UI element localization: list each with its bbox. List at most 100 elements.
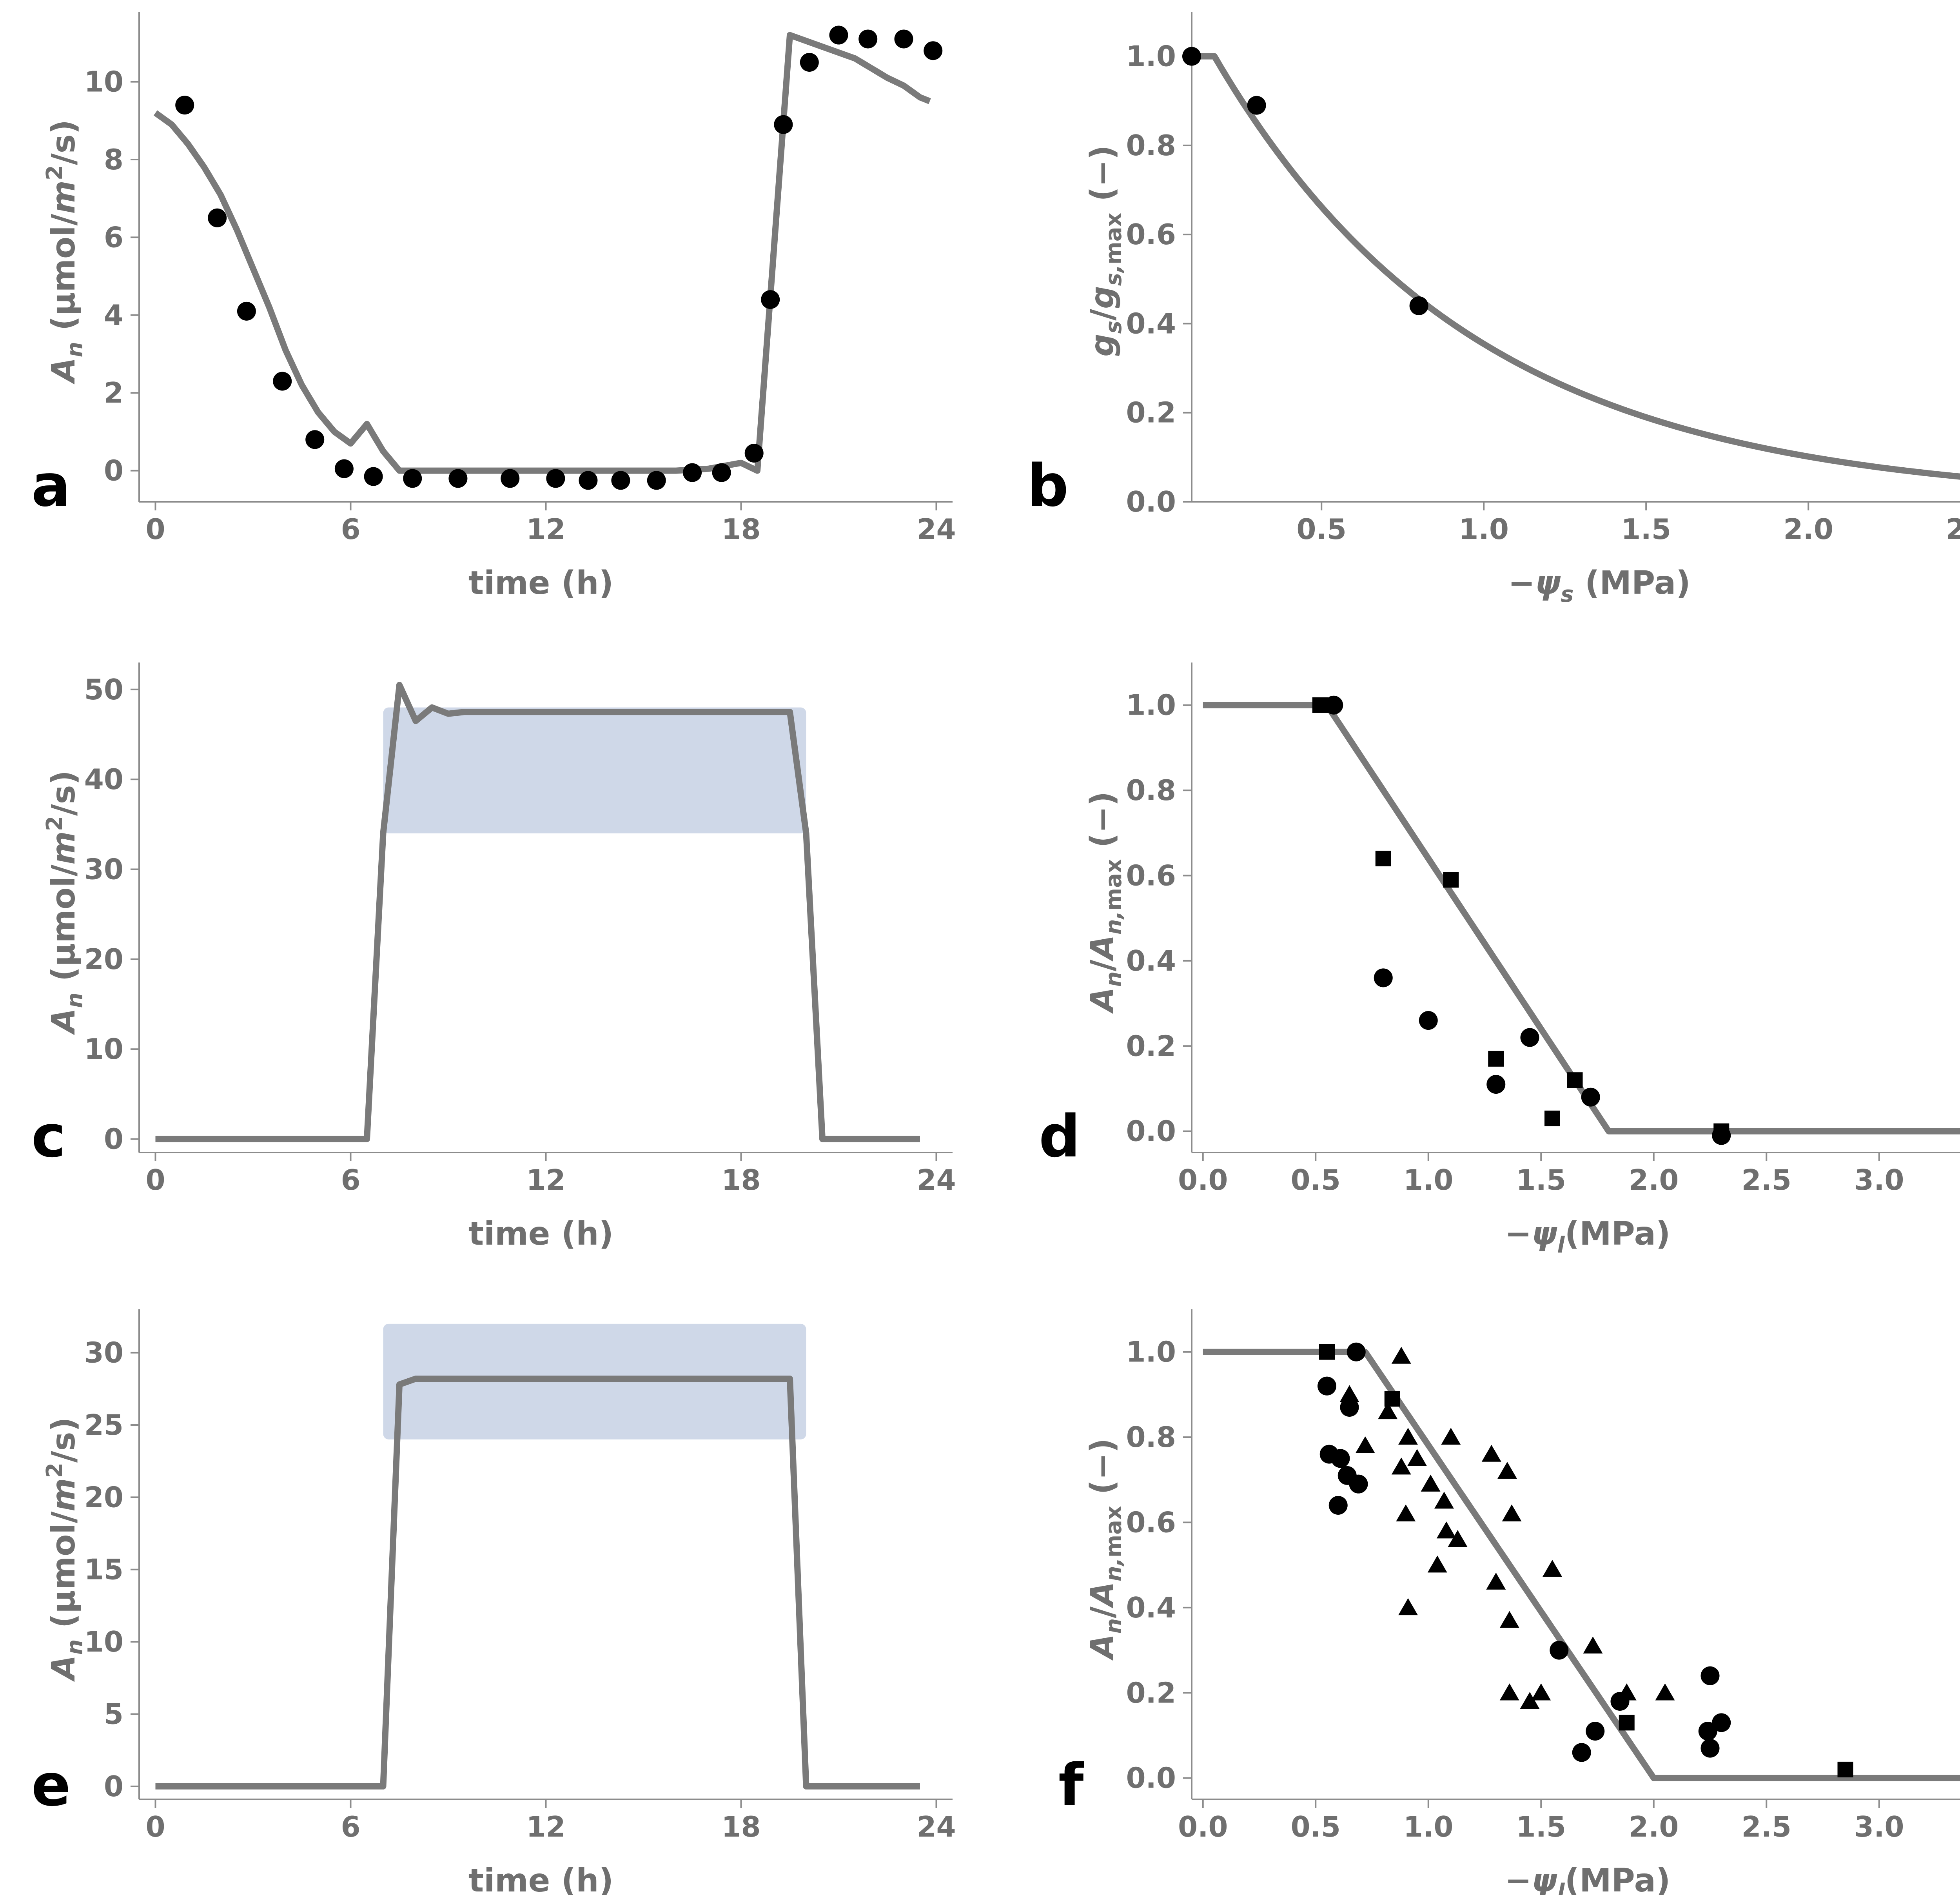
x-tick-label: 24: [916, 1164, 956, 1196]
y-tick-label: 0.2: [1126, 396, 1176, 429]
x-tick-label: 18: [721, 513, 760, 546]
data-point-circle: [1409, 296, 1428, 315]
y-axis-label-e: An (μmol/m2/s): [42, 1417, 88, 1682]
model-line-e: [155, 1376, 920, 1790]
data-point-circle: [1698, 1722, 1717, 1741]
data-point-square: [1443, 872, 1459, 888]
data-point-square: [1384, 1391, 1400, 1407]
y-axis-label-d: An/An,max (−): [1084, 791, 1127, 1014]
data-point-triangle: [1531, 1683, 1551, 1701]
x-tick-label: 2.0: [1629, 1810, 1679, 1843]
y-tick-label: 50: [84, 673, 123, 706]
data-point-square: [1837, 1761, 1853, 1777]
x-tick-label: 1.5: [1621, 513, 1671, 546]
x-tick-label: 0.0: [1178, 1164, 1228, 1196]
x-tick-label: 6: [341, 1164, 360, 1196]
x-tick-label: 1.0: [1459, 513, 1509, 546]
data-point-triangle: [1583, 1636, 1603, 1654]
data-point-circle: [273, 372, 292, 391]
data-point-circle: [334, 459, 354, 478]
data-point-circle: [1550, 1641, 1569, 1660]
data-point-circle: [744, 443, 764, 463]
data-point-circle: [1700, 1666, 1720, 1685]
y-tick-label: 6: [104, 221, 123, 254]
y-tick-label: 0.8: [1126, 1421, 1176, 1454]
y-tick-label: 15: [84, 1553, 123, 1586]
data-point-circle: [1486, 1075, 1506, 1094]
panel-label-c: c: [31, 1103, 66, 1170]
panel-label-d: d: [1039, 1103, 1080, 1170]
y-tick-label: 1.0: [1126, 1336, 1176, 1369]
data-point-circle: [305, 430, 325, 449]
y-tick-label: 0.0: [1126, 485, 1176, 518]
panel-e: 0 6 12 18 24 0 5 10 15 20 25 30 e time (h) An (μmol…: [31, 1309, 956, 1895]
y-axis-label-f: An/An,max (−): [1084, 1438, 1127, 1661]
x-tick-label: 12: [526, 1810, 565, 1843]
data-point-triangle: [1520, 1692, 1540, 1709]
x-tick-label: 24: [916, 513, 956, 546]
data-point-triangle: [1448, 1530, 1468, 1547]
data-point-triangle: [1378, 1402, 1398, 1419]
y-tick-label: 0.4: [1126, 307, 1176, 340]
y-tick-label: 30: [84, 1336, 123, 1369]
data-point-triangle: [1396, 1504, 1416, 1521]
data-point-circle: [829, 25, 848, 45]
data-point-triangle: [1407, 1449, 1427, 1466]
y-tick-label: 10: [84, 1033, 123, 1065]
x-tick-label: 0: [145, 513, 165, 546]
data-point-circle: [858, 29, 878, 49]
data-point-triangle: [1497, 1462, 1517, 1479]
x-axis-label-f: −ψl(MPa): [1505, 1862, 1671, 1895]
y-tick-label: 8: [104, 143, 123, 176]
data-point-circle: [1700, 1739, 1720, 1758]
panel-f: 0.00.51.01.52.02.53.03.50.00.20.40.60.81…: [1058, 1309, 1960, 1895]
data-point-square: [1619, 1715, 1635, 1731]
x-tick-label: 6: [341, 1810, 360, 1843]
y-axis-label-c: An (μmol/m2/s): [42, 770, 88, 1035]
x-tick-label: 0.5: [1296, 513, 1347, 546]
data-point-triangle: [1355, 1436, 1375, 1454]
y-tick-label: 1.0: [1126, 40, 1176, 73]
data-point-circle: [1318, 1376, 1336, 1396]
data-point-circle: [1581, 1087, 1600, 1107]
plot-area-e: 0 6 12 18 24 0 5 10 15 20 25 30: [84, 1309, 956, 1843]
data-point-triangle: [1486, 1572, 1506, 1590]
data-point-circle: [800, 53, 819, 72]
y-tick-label: 4: [104, 299, 123, 332]
x-axis-label-a: time (h): [468, 565, 613, 602]
y-tick-label: 0.2: [1126, 1676, 1176, 1709]
data-point-circle: [774, 115, 793, 134]
data-point-triangle: [1655, 1683, 1675, 1701]
data-point-circle: [501, 469, 520, 488]
x-tick-label: 12: [526, 1164, 565, 1196]
data-point-triangle: [1499, 1611, 1519, 1628]
data-point-triangle: [1441, 1428, 1461, 1445]
data-point-triangle: [1398, 1598, 1418, 1615]
y-tick-label: 0: [104, 454, 123, 487]
data-point-circle: [1712, 1713, 1731, 1732]
data-point-circle: [364, 467, 383, 486]
data-point-circle: [1419, 1011, 1438, 1030]
x-tick-label: 18: [721, 1164, 760, 1196]
x-axis-label-d: −ψl(MPa): [1505, 1215, 1671, 1258]
data-point-circle: [647, 471, 666, 490]
data-point-circle: [683, 463, 702, 482]
y-tick-label: 20: [84, 1481, 123, 1514]
data-point-triangle: [1436, 1521, 1456, 1539]
data-point-triangle: [1543, 1560, 1562, 1577]
data-point-square: [1488, 1051, 1504, 1067]
data-point-circle: [761, 290, 780, 309]
x-tick-label: 6: [341, 513, 360, 546]
data-point-circle: [1324, 695, 1343, 715]
data-point-triangle: [1339, 1385, 1359, 1402]
plot-area-b: 0.5 1.0 1.5 2.0 2.5 0.0 0.2 0.4 0.6 0.8 1.0: [1126, 12, 1960, 546]
panel-b: 0.5 1.0 1.5 2.0 2.5 0.0 0.2 0.4 0.6 0.8 1.0 b −ψs …: [1027, 12, 1960, 607]
uncertainty-band-c: [383, 707, 806, 833]
data-point-triangle: [1617, 1683, 1637, 1701]
data-point-square: [1567, 1072, 1583, 1088]
x-tick-label: 12: [526, 513, 565, 546]
panel-label-f: f: [1058, 1752, 1084, 1819]
panel-c: 0 6 12 18 24 0 10 20 30 40 50 c time (h) An (μmol/…: [31, 663, 956, 1252]
